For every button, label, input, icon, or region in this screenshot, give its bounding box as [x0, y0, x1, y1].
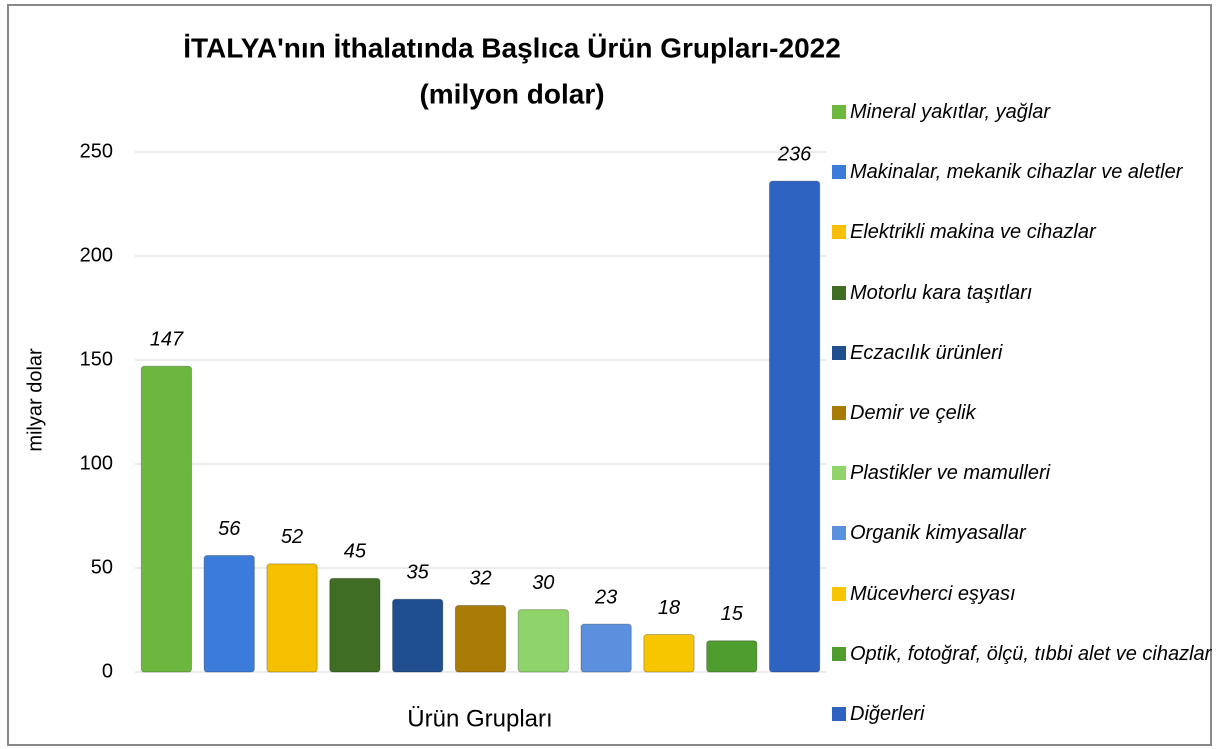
value-label: 147 [150, 329, 184, 351]
bar [517, 609, 569, 673]
bar [768, 180, 821, 673]
x-axis-label: Ürün Grupları [407, 705, 552, 732]
legend-swatch [832, 345, 846, 360]
bar [706, 640, 758, 673]
legend-swatch [832, 646, 846, 661]
legend-item: Demir ve çelik [832, 399, 1214, 427]
legend-label: Optik, fotoğraf, ölçü, tıbbi alet ve cih… [850, 642, 1212, 665]
legend-label: Plastikler ve mamulleri [850, 462, 1051, 485]
value-label: 18 [658, 597, 680, 619]
y-tick-label: 50 [91, 556, 113, 578]
legend-swatch [832, 526, 846, 541]
legend-swatch [832, 466, 846, 481]
legend-item: Optik, fotoğraf, ölçü, tıbbi alet ve cih… [832, 640, 1214, 668]
chart-title: İTALYA'nın İthalatında Başlıca Ürün Grup… [183, 32, 841, 63]
legend-item: Plastikler ve mamulleri [832, 459, 1214, 487]
legend-label: Mücevhercі eşyası [850, 582, 1016, 605]
legend-swatch [832, 707, 846, 721]
legend-item: Mücevhercі eşyası [832, 580, 1214, 608]
legend-label: Demir ve çelik [850, 402, 976, 424]
y-tick-label: 250 [80, 140, 113, 162]
legend-label: Makinalar, mekanik cihazlar ve aletler [850, 161, 1183, 184]
bar [203, 555, 255, 673]
legend-item: Elektrikli makina ve cihazlar [832, 218, 1214, 246]
y-tick-label: 0 [102, 660, 113, 682]
legend-item: Motorlu kara taşıtları [832, 279, 1214, 307]
bar [643, 634, 695, 673]
bar [580, 623, 632, 673]
y-axis-label: milyar dolar [24, 348, 46, 452]
legend-item: Mineral yakıtlar, yağlar [832, 98, 1214, 126]
bar [392, 598, 444, 673]
value-label: 236 [777, 143, 812, 165]
legend-item: Eczacılık ürünleri [832, 339, 1214, 367]
legend-swatch [832, 105, 846, 119]
value-label: 23 [594, 586, 617, 608]
value-label: 45 [344, 541, 367, 563]
y-tick-label: 200 [80, 244, 113, 266]
legend-label: Elektrikli makina ve cihazlar [850, 221, 1096, 244]
legend-item: Makinalar, mekanik cihazlar ve aletler [832, 158, 1214, 186]
legend-item: Organik kimyasallar [832, 519, 1214, 547]
value-label: 15 [721, 603, 744, 625]
bar [266, 563, 318, 673]
legend-label: Eczacılık ürünleri [850, 341, 1003, 364]
chart-subtitle: (milyon dolar) [419, 78, 604, 109]
bar [329, 577, 381, 673]
value-label: 56 [218, 518, 241, 540]
bar [454, 604, 507, 673]
frame [7, 4, 1212, 746]
legend-item: Diğerleri [832, 700, 1214, 728]
legend-swatch [832, 406, 846, 420]
legend-swatch [832, 586, 846, 601]
value-label: 52 [281, 526, 303, 548]
y-tick-label: 100 [80, 452, 113, 474]
legend-label: Organik kimyasallar [850, 522, 1026, 545]
legend-label: Motorlu kara taşıtları [850, 281, 1033, 304]
value-label: 30 [532, 572, 554, 594]
legend-label: Mineral yakıtlar, yağlar [850, 101, 1051, 123]
legend-label: Diğerleri [850, 703, 925, 725]
y-tick-label: 150 [80, 348, 113, 370]
value-label: 32 [469, 568, 491, 590]
bar [140, 365, 193, 673]
legend-swatch [832, 165, 846, 180]
legend-swatch [832, 285, 846, 300]
value-label: 35 [407, 561, 430, 583]
legend-swatch [832, 225, 846, 240]
